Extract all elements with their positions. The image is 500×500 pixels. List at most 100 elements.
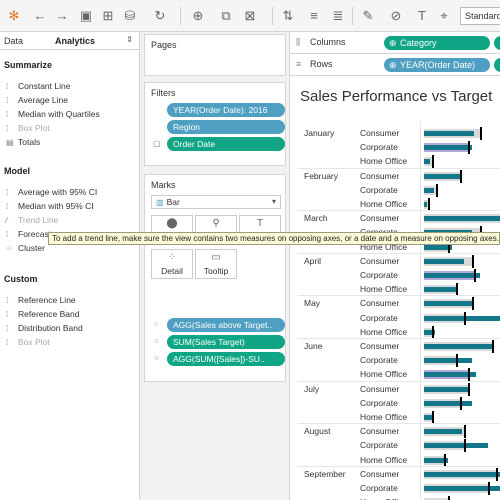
analytics-item-median-95ci[interactable]: ⁞ Median with 95% CI [6,201,94,211]
target-reference-line[interactable] [496,467,498,481]
fit-dropdown[interactable]: Standard [460,7,500,25]
sales-bar[interactable] [424,244,452,250]
target-reference-line[interactable] [448,496,450,500]
forward-icon[interactable]: → [55,8,69,23]
duplicate-icon[interactable]: ⧉ [221,8,231,23]
sales-bar[interactable] [424,301,474,307]
target-reference-line[interactable] [472,297,474,311]
target-reference-line[interactable] [460,169,462,183]
analytics-item-cluster[interactable]: ⁘ Cluster [6,243,45,253]
target-reference-line[interactable] [474,269,476,282]
mark-type-dropdown[interactable]: ▥ Bar ▾ [151,195,281,209]
target-reference-line[interactable] [456,283,458,297]
analytics-item-average-line[interactable]: ⁞ Average Line [6,95,68,105]
sales-bar[interactable] [424,471,500,477]
columns-pill-category[interactable]: ⊕ Category [384,36,490,50]
columns-shelf[interactable]: ⫼ Columns ⊕ Category [290,32,500,54]
sales-bar[interactable] [424,258,464,264]
sales-bar[interactable] [424,457,448,463]
clear-sheet-icon[interactable]: ⊠ [244,8,256,23]
sort-descending-icon[interactable]: ≣ [332,8,344,23]
sales-bar[interactable] [424,287,456,293]
analytics-item-forecast[interactable]: ⁞ Forecast [6,229,52,239]
label-icon[interactable]: T [418,8,426,23]
sales-bar[interactable] [424,415,432,420]
target-reference-line[interactable] [468,368,470,382]
marks-field-sum-sales-target[interactable]: SUM(Sales Target) [167,335,285,349]
sales-bar[interactable] [424,173,462,179]
pane-menu-icon[interactable]: ⇕ [126,35,133,44]
target-reference-line[interactable] [480,127,482,140]
sales-bar[interactable] [424,202,427,207]
columns-pill-overflow[interactable] [494,36,500,50]
tab-data[interactable]: Data [4,36,24,46]
tooltip-button[interactable]: ▭ Tooltip [195,249,237,279]
group-icon[interactable]: ⊘ [390,8,402,23]
sales-bar[interactable] [424,216,500,222]
target-reference-line[interactable] [444,453,446,467]
target-reference-line[interactable] [468,141,470,155]
new-worksheet-icon[interactable]: ⊕ [192,8,204,23]
back-icon[interactable]: ← [33,8,47,23]
target-reference-line[interactable] [460,396,462,410]
tab-analytics[interactable]: Analytics [55,36,96,46]
rows-pill-year[interactable]: ⊕ YEAR(Order Date) [384,58,490,72]
sales-bar[interactable] [424,443,488,449]
target-reference-line[interactable] [488,482,490,495]
sales-bar[interactable] [424,344,492,349]
swap-icon[interactable]: ⇅ [282,8,294,23]
sales-bar[interactable] [424,145,472,151]
target-reference-line[interactable] [456,354,458,368]
target-reference-line[interactable] [464,439,466,453]
analytics-item-median-quartiles[interactable]: ⁞ Median with Quartiles [6,109,100,119]
data-source-icon[interactable]: ⛁ [124,8,136,23]
sales-bar[interactable] [424,131,474,136]
sales-bar[interactable] [424,429,462,435]
marks-field-sales-above-target[interactable]: AGG(Sales above Target.. [167,318,285,332]
sales-bar[interactable] [424,159,430,165]
target-reference-line[interactable] [448,240,450,254]
highlight-icon[interactable]: ✎ [362,8,374,23]
sales-bar[interactable] [424,329,435,335]
marks-field-agg-sum-sales[interactable]: AGG(SUM([Sales])-SU.. [167,352,285,366]
target-reference-line[interactable] [472,254,474,268]
target-reference-line[interactable] [468,382,470,396]
rows-shelf[interactable]: ≡ Rows ⊕ YEAR(Order Date) [290,54,500,76]
sort-ascending-icon[interactable]: ≡ [310,8,318,23]
analytics-item-distribution-band[interactable]: ⁞ Distribution Band [6,323,83,333]
target-reference-line[interactable] [428,198,430,211]
filter-pill-order-date[interactable]: Order Date [167,137,285,151]
filters-card[interactable]: Filters YEAR(Order Date): 2016 Region Or… [144,82,286,166]
refresh-icon[interactable]: ↻ [154,8,166,23]
rows-pill-overflow[interactable] [494,58,500,72]
sales-bar[interactable] [424,187,434,193]
save-icon[interactable]: ▣ [79,8,93,23]
analytics-item-reference-line[interactable]: ⁞ Reference Line [6,295,76,305]
filter-pill-year[interactable]: YEAR(Order Date): 2016 [167,103,285,117]
sales-bar[interactable] [424,372,476,378]
target-reference-line[interactable] [432,411,434,424]
sales-bar[interactable] [424,273,480,278]
tableau-logo-icon[interactable]: ✻ [8,8,20,23]
analytics-item-average-95ci[interactable]: ⁞ Average with 95% CI [6,187,98,197]
target-band-bar[interactable] [424,498,448,500]
analytics-item-totals[interactable]: ▤ Totals [6,137,41,147]
target-reference-line[interactable] [492,340,494,353]
sales-bar[interactable] [424,358,472,364]
sales-bar[interactable] [424,315,500,321]
sales-bar[interactable] [424,400,472,406]
new-data-source-icon[interactable]: ⊞ [102,8,114,23]
analytics-item-reference-band[interactable]: ⁞ Reference Band [6,309,80,319]
target-reference-line[interactable] [464,311,466,325]
filter-pill-region[interactable]: Region [167,120,285,134]
fix-axes-icon[interactable]: ⌖ [440,8,448,23]
target-reference-line[interactable] [464,425,466,439]
target-reference-line[interactable] [436,183,438,197]
analytics-item-constant-line[interactable]: ⁞ Constant Line [6,81,71,91]
sales-bar[interactable] [424,486,500,491]
pages-card[interactable]: Pages [144,34,286,76]
sales-bar[interactable] [424,386,468,392]
target-reference-line[interactable] [432,155,434,169]
detail-button[interactable]: ⁘ Detail [151,249,193,279]
target-reference-line[interactable] [432,325,434,339]
